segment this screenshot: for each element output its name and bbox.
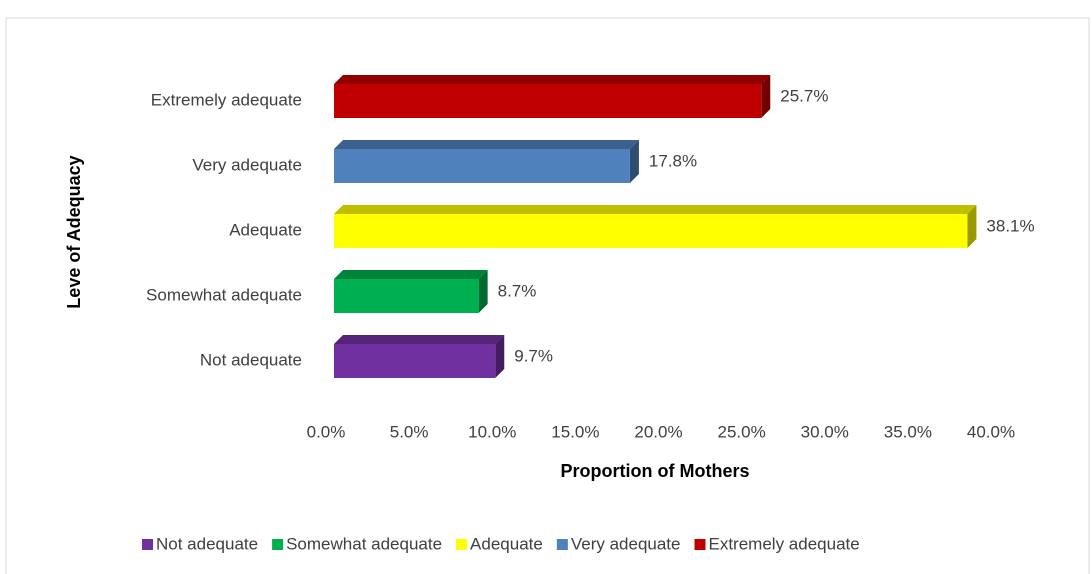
bar-side bbox=[478, 270, 488, 313]
y-tick-label: Adequate bbox=[229, 220, 302, 239]
data-label: 17.8% bbox=[649, 151, 697, 170]
bar bbox=[334, 149, 630, 183]
data-label: 25.7% bbox=[780, 86, 828, 105]
y-tick-label: Not adequate bbox=[200, 350, 302, 369]
y-tick-label: Extremely adequate bbox=[151, 90, 302, 109]
bar bbox=[334, 344, 496, 378]
bar-top bbox=[334, 270, 488, 279]
legend-label: Not adequate bbox=[156, 534, 258, 553]
bar-side bbox=[495, 335, 505, 378]
legend-label: Very adequate bbox=[571, 534, 681, 553]
bar-top bbox=[334, 75, 771, 84]
bar-top bbox=[334, 205, 977, 214]
x-tick-label: 25.0% bbox=[718, 422, 766, 441]
bar-top bbox=[334, 335, 505, 344]
bar bbox=[334, 279, 479, 313]
legend-swatch bbox=[272, 539, 284, 550]
bar-side bbox=[629, 140, 639, 183]
x-tick-label: 5.0% bbox=[390, 422, 429, 441]
bar-side bbox=[761, 75, 771, 118]
x-tick-label: 0.0% bbox=[307, 422, 346, 441]
y-tick-label: Very adequate bbox=[192, 155, 302, 174]
data-label: 8.7% bbox=[498, 281, 537, 300]
legend-swatch bbox=[456, 539, 468, 550]
data-label: 38.1% bbox=[986, 216, 1034, 235]
x-axis-title: Proportion of Mothers bbox=[561, 461, 750, 481]
bar bbox=[334, 214, 968, 248]
x-tick-label: 30.0% bbox=[801, 422, 849, 441]
data-label: 9.7% bbox=[514, 346, 553, 365]
legend-swatch bbox=[694, 539, 706, 550]
x-tick-label: 20.0% bbox=[634, 422, 682, 441]
legend-swatch bbox=[556, 539, 568, 550]
bar bbox=[334, 84, 762, 118]
legend-label: Adequate bbox=[470, 534, 543, 553]
x-tick-label: 40.0% bbox=[967, 422, 1015, 441]
bar-side bbox=[967, 205, 977, 248]
x-tick-label: 35.0% bbox=[884, 422, 932, 441]
x-tick-label: 15.0% bbox=[551, 422, 599, 441]
legend-label: Somewhat adequate bbox=[286, 534, 442, 553]
y-axis-title: Leve of Adequacy bbox=[64, 155, 84, 308]
legend-label: Extremely adequate bbox=[709, 534, 860, 553]
x-tick-label: 10.0% bbox=[468, 422, 516, 441]
bar-top bbox=[334, 140, 639, 149]
y-tick-label: Somewhat adequate bbox=[146, 285, 302, 304]
legend-swatch bbox=[142, 539, 153, 550]
